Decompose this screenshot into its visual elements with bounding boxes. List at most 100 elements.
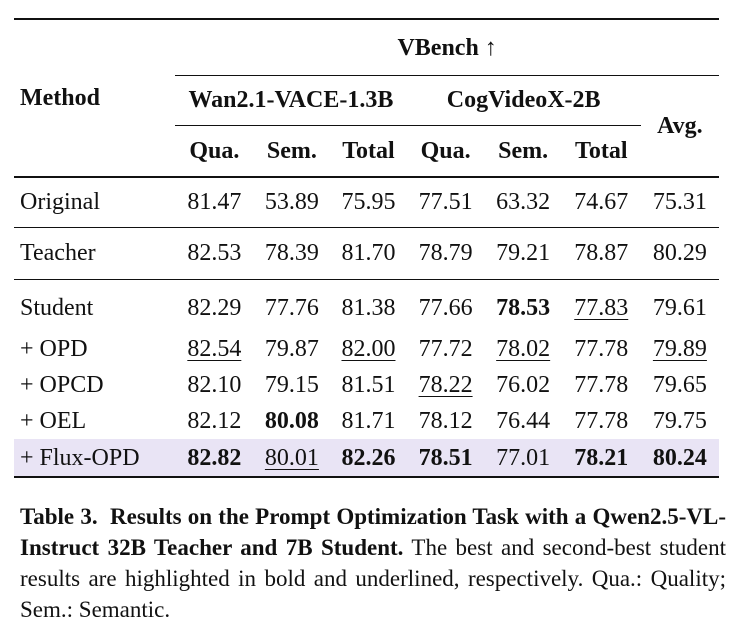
method-cell: + OPCD [20, 372, 104, 398]
table-body: Original 81.47 53.89 75.95 77.51 63.32 74.67 75… [14, 176, 719, 478]
value-text: 76.02 [496, 372, 551, 398]
table-row: + Flux-OPD 82.82 80.01 82.26 78.51 77.01 78.21… [14, 439, 719, 478]
value-text: 79.75 [652, 408, 707, 434]
value-text: 77.76 [264, 295, 319, 322]
group-header-cog: CogVideoX-2B [406, 74, 641, 125]
value-cell: 81.70 [330, 226, 407, 279]
value-text: 78.21 [574, 444, 629, 471]
value-cell: 77.66 [406, 278, 485, 331]
value-cell: 80.08 [253, 403, 330, 439]
value-text: 63.32 [496, 189, 551, 216]
value-text: 78.51 [418, 444, 473, 471]
value-cell: 79.89 [641, 331, 719, 367]
value-cell: 63.32 [484, 176, 562, 227]
subheader-cog-semantic: Sem. [484, 124, 562, 177]
value-text: 78.53 [496, 295, 551, 322]
value-text: 82.82 [187, 444, 242, 471]
subheader-wan-semantic: Sem. [253, 124, 331, 177]
value-cell: 81.71 [330, 403, 406, 439]
value-text: 81.38 [341, 295, 396, 322]
value-text: 78.87 [574, 240, 629, 266]
value-cell: 75.31 [640, 176, 719, 227]
value-cell: 82.10 [175, 367, 253, 403]
value-text: 81.47 [187, 189, 242, 216]
value-text: 75.31 [652, 189, 707, 216]
value-cell: 77.72 [407, 331, 485, 367]
value-text: 82.10 [187, 372, 242, 398]
subheader-wan-total: Total [330, 124, 407, 177]
value-cell: 77.78 [562, 331, 641, 367]
value-text: 79.61 [652, 295, 707, 322]
group-label-cog: CogVideoX-2B [446, 87, 601, 113]
value-text: 77.51 [418, 189, 473, 216]
value-cell: 78.51 [406, 439, 485, 478]
value-cell: 75.95 [330, 176, 407, 227]
value-cell: 79.65 [641, 367, 719, 403]
value-text: 79.87 [264, 336, 319, 362]
value-cell: 79.61 [640, 278, 719, 331]
value-text: 80.08 [264, 408, 319, 434]
method-cell: + Flux-OPD [14, 439, 176, 478]
value-cell: 82.54 [175, 331, 253, 367]
method-cell: Teacher [14, 226, 176, 279]
value-cell: 82.00 [330, 331, 406, 367]
value-cell: 82.82 [175, 439, 254, 478]
value-text: 78.39 [264, 240, 319, 266]
value-text: 80.29 [652, 240, 707, 266]
value-text: 77.01 [496, 444, 551, 471]
value-text: 82.29 [187, 295, 242, 322]
value-text: 82.54 [187, 336, 242, 362]
value-cell: 76.02 [485, 367, 562, 403]
value-cell: 78.79 [406, 226, 485, 279]
value-text: 81.71 [341, 408, 396, 434]
value-text: 81.70 [341, 240, 396, 266]
method-cell: Student [14, 278, 176, 331]
value-cell: 77.83 [561, 278, 641, 331]
value-cell: 81.51 [330, 367, 406, 403]
value-cell: 77.78 [562, 367, 641, 403]
value-text: 82.12 [187, 408, 242, 434]
value-cell: 81.47 [175, 176, 254, 227]
subheader-cog-total: Total [561, 124, 641, 177]
value-text: 82.53 [187, 240, 242, 266]
value-text: 53.89 [264, 189, 319, 216]
caption-label: Table 3. [20, 504, 98, 529]
value-text: 79.21 [496, 240, 551, 266]
value-cell: 77.76 [253, 278, 331, 331]
benchmark-header: VBench ↑ [397, 35, 497, 62]
value-text: 81.51 [341, 372, 396, 398]
method-cell: + OPD [20, 336, 88, 362]
value-cell: 77.51 [406, 176, 485, 227]
method-cell: Original [14, 176, 176, 227]
value-cell: 80.29 [640, 226, 719, 279]
value-text: 82.26 [341, 444, 396, 471]
group-header-wan: Wan2.1-VACE-1.3B [175, 74, 407, 125]
value-cell: 78.87 [561, 226, 641, 279]
table-row: Teacher 82.53 78.39 81.70 78.79 79.21 78.87 80.… [14, 226, 719, 279]
value-cell: 78.21 [561, 439, 641, 478]
caption-title: Results on the Prompt Optimization Task … [20, 504, 727, 560]
value-text: 78.79 [418, 240, 473, 266]
value-cell: 80.24 [640, 439, 719, 478]
subheader-wan-quality: Qua. [175, 124, 254, 177]
table-row: Original 81.47 53.89 75.95 77.51 63.32 74.67 75… [14, 176, 719, 227]
value-cell: 82.53 [175, 226, 254, 279]
value-text: 77.78 [574, 408, 629, 434]
value-cell: 78.39 [253, 226, 331, 279]
avg-header: Avg. [640, 74, 719, 177]
value-text: 80.01 [264, 444, 319, 471]
group-label-wan: Wan2.1-VACE-1.3B [188, 87, 394, 113]
value-cell: 77.01 [484, 439, 562, 478]
value-cell: 80.01 [253, 439, 331, 478]
caption-text: The best and second-best student results… [20, 535, 727, 622]
value-cell: 79.21 [484, 226, 562, 279]
value-cell: 82.26 [330, 439, 407, 478]
value-text: 79.65 [652, 372, 707, 398]
value-text: 78.22 [418, 372, 473, 398]
value-cell: 78.12 [407, 403, 485, 439]
table-row: + OPD 82.54 79.87 82.00 77.72 78.02 77.78 79.89 [14, 331, 719, 367]
table-row: Student 82.29 77.76 81.38 77.66 78.53 77.83 79.… [14, 278, 719, 331]
value-text: 77.78 [574, 372, 629, 398]
value-text: 77.83 [574, 295, 629, 322]
